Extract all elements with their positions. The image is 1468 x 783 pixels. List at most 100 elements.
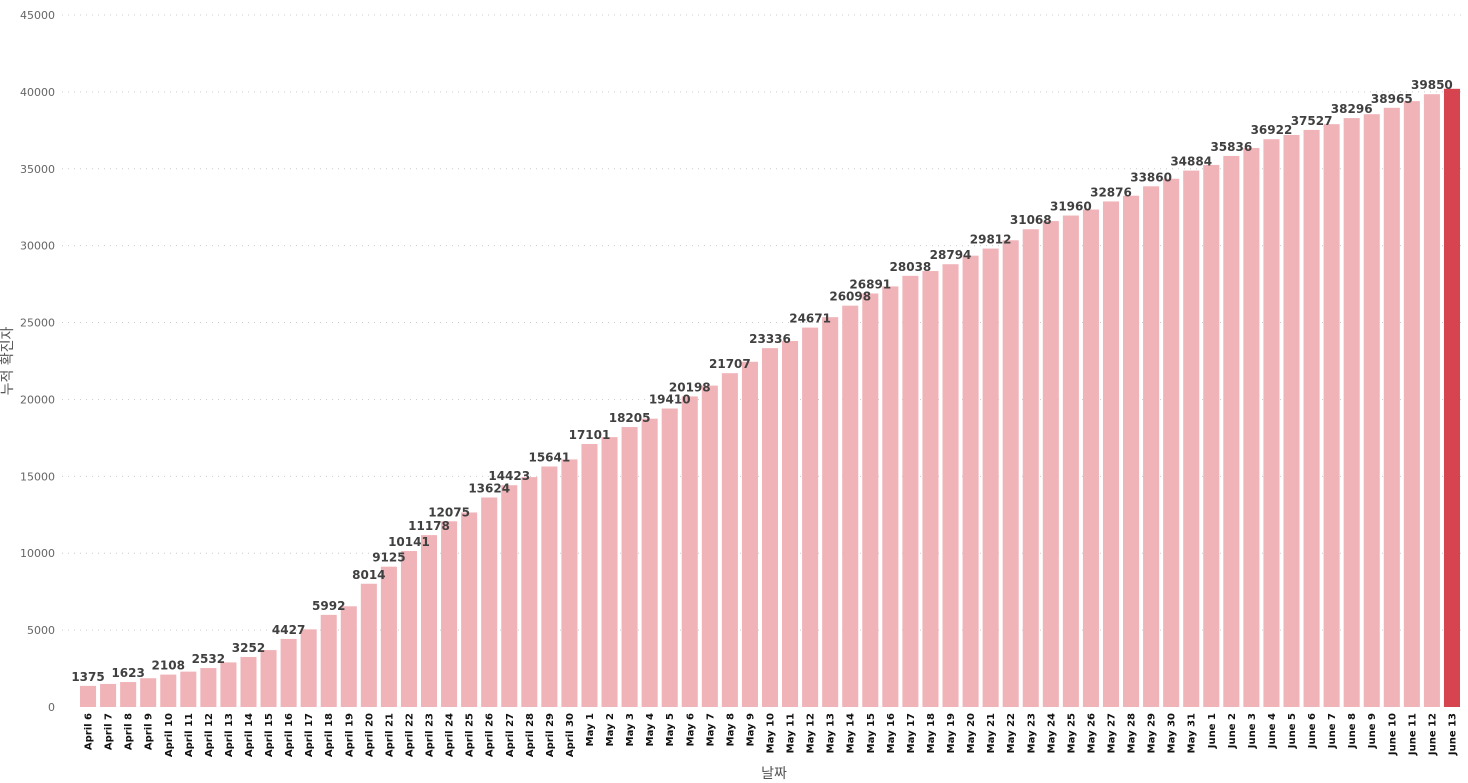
x-tick-label: April 29 [545,713,556,757]
data-label: 38965 [1371,92,1413,106]
bar [1203,164,1220,707]
x-tick-label: May 18 [926,713,937,753]
y-tick-label: 45000 [20,9,55,22]
x-tick-label: April 18 [324,713,335,757]
data-label: 2532 [192,652,225,666]
bar [1022,229,1039,708]
x-tick-label: April 7 [104,713,115,750]
x-tick-label: May 17 [906,713,917,753]
bar [641,418,658,707]
bar [741,361,758,707]
y-tick-label: 25000 [20,317,55,330]
data-label: 18205 [609,411,651,425]
x-tick-label: April 15 [264,713,275,757]
data-label: 33860 [1130,170,1172,184]
data-label: 28794 [930,248,972,262]
x-tick-label: April 16 [284,713,295,757]
data-label: 20198 [669,380,711,394]
bar [561,459,578,707]
x-tick-label: June 9 [1367,713,1378,749]
x-tick-label: April 12 [204,713,215,757]
bar [1343,118,1360,708]
bar [1283,134,1300,707]
bars [80,88,1460,708]
x-tick-label: May 21 [986,713,997,753]
data-label: 4427 [272,623,305,637]
x-tick-label: May 20 [966,713,977,753]
bar [621,427,638,707]
data-labels: 1375 1623 2108 2532 3252 4427 5992 8014 9125 1014… [71,78,1452,684]
data-label: 34884 [1170,155,1212,169]
data-label: 39850 [1411,78,1453,92]
x-tick-label: April 11 [184,713,195,757]
bar [1183,170,1200,707]
bar [1263,139,1280,708]
bar [160,674,177,707]
bar [761,348,779,707]
bar [380,566,397,707]
bar [1163,178,1180,707]
bar [802,327,819,707]
bar [1223,155,1240,708]
x-tick-label: May 5 [665,713,676,746]
y-tick-label: 10000 [20,547,55,560]
data-label: 29812 [970,233,1012,247]
bar [1443,88,1460,707]
x-tick-label: May 28 [1127,713,1138,753]
bar [922,271,939,707]
x-tick-label: April 19 [344,713,355,757]
y-tick-label: 40000 [20,86,55,99]
bar [461,512,478,707]
x-tick-label: April 22 [404,713,415,757]
x-tick-label: April 17 [304,713,315,757]
x-tick-label: June 7 [1327,713,1338,749]
x-tick-label: May 25 [1066,713,1077,753]
bar [300,629,317,707]
y-tick-label: 0 [48,701,55,714]
x-tick-label: May 26 [1086,713,1097,753]
data-label: 5992 [312,599,345,613]
x-tick-label: June 8 [1347,713,1358,749]
bar [501,485,518,707]
x-tick-label: May 24 [1046,713,1057,753]
bar [360,583,377,707]
x-tick-label: April 23 [425,713,436,757]
bar [661,408,678,707]
data-label: 38296 [1331,102,1373,116]
x-tick-label: April 13 [224,713,235,757]
x-tick-label: May 2 [605,713,616,746]
bar [1082,209,1099,707]
x-tick-label: May 3 [625,713,636,746]
x-tick-label: May 8 [725,713,736,746]
bar [260,650,277,707]
bar [1423,94,1440,707]
data-label: 15641 [528,450,570,464]
data-label: 36922 [1251,123,1293,137]
bar [1323,124,1340,708]
x-tick-label: May 12 [806,713,817,753]
data-label: 31960 [1050,200,1092,214]
x-tick-label: June 3 [1247,713,1258,749]
bar [140,678,157,707]
x-tick-label: June 4 [1267,713,1278,749]
bar [420,535,438,707]
bar [721,373,738,707]
x-tick-label: June 5 [1287,713,1298,749]
x-tick-label: May 31 [1187,713,1198,753]
x-tick-label: May 1 [585,713,596,746]
x-axis-title: 날짜 [761,766,787,782]
data-label: 12075 [428,505,470,519]
data-label: 26098 [829,290,871,304]
bar [1403,101,1420,708]
x-tick-label: April 28 [525,713,536,757]
bar [240,656,257,707]
data-label: 26891 [849,277,891,291]
y-tick-label: 5000 [27,624,55,637]
bar [200,668,217,707]
x-tick-label: April 6 [84,713,95,750]
data-label: 10141 [388,535,430,549]
x-tick-label: April 20 [364,713,375,757]
y-tick-label: 30000 [20,240,55,253]
x-tick-label: April 10 [164,713,175,757]
bar [80,685,97,707]
